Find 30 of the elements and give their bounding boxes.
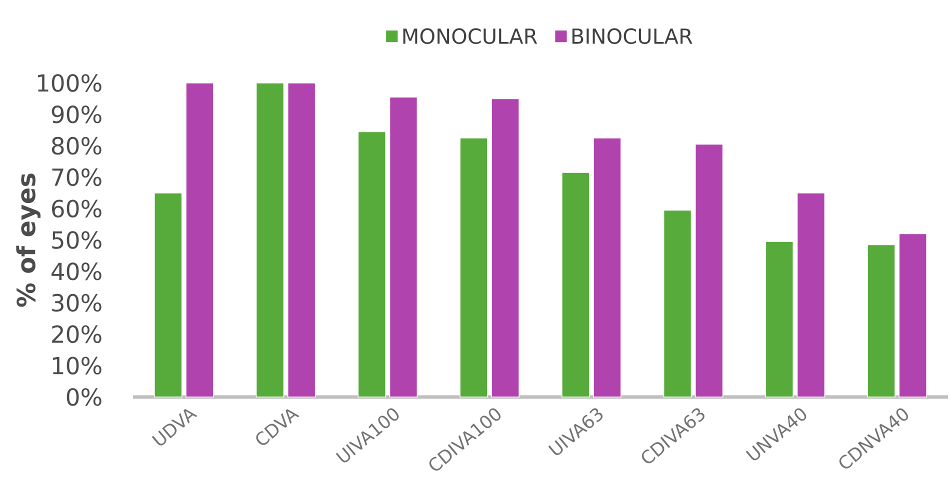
y-tick-label: 10%: [52, 356, 102, 374]
bar: [898, 233, 928, 398]
bar: [663, 210, 692, 398]
bar: [256, 82, 284, 398]
y-tick-label: 90%: [52, 105, 102, 124]
y-tick-label: 0%: [66, 388, 102, 406]
bar: [389, 96, 418, 398]
y-axis-title: % of eyes: [16, 174, 41, 307]
y-tick-label: 40%: [52, 262, 102, 280]
y-tick-label: 20%: [52, 325, 102, 344]
bar: [593, 138, 622, 398]
bar: [287, 82, 316, 398]
y-tick-label: 80%: [52, 136, 102, 155]
bar: [491, 98, 520, 398]
bar: [694, 144, 724, 398]
y-tick-label: 70%: [52, 168, 102, 186]
legend-label: BINOCULAR: [572, 28, 692, 44]
bar: [154, 192, 182, 398]
bar: [867, 244, 896, 398]
y-tick-label: 30%: [52, 294, 102, 312]
bar: [460, 138, 488, 398]
bar: [796, 192, 826, 398]
bar: [358, 131, 386, 398]
legend-label: MONOCULAR: [403, 28, 538, 44]
bar: [186, 82, 214, 398]
bar: [561, 172, 590, 398]
y-tick-label: 100%: [38, 74, 102, 92]
y-tick-label: 50%: [52, 231, 102, 249]
bar: [765, 241, 794, 398]
y-tick-label: 60%: [52, 200, 102, 218]
